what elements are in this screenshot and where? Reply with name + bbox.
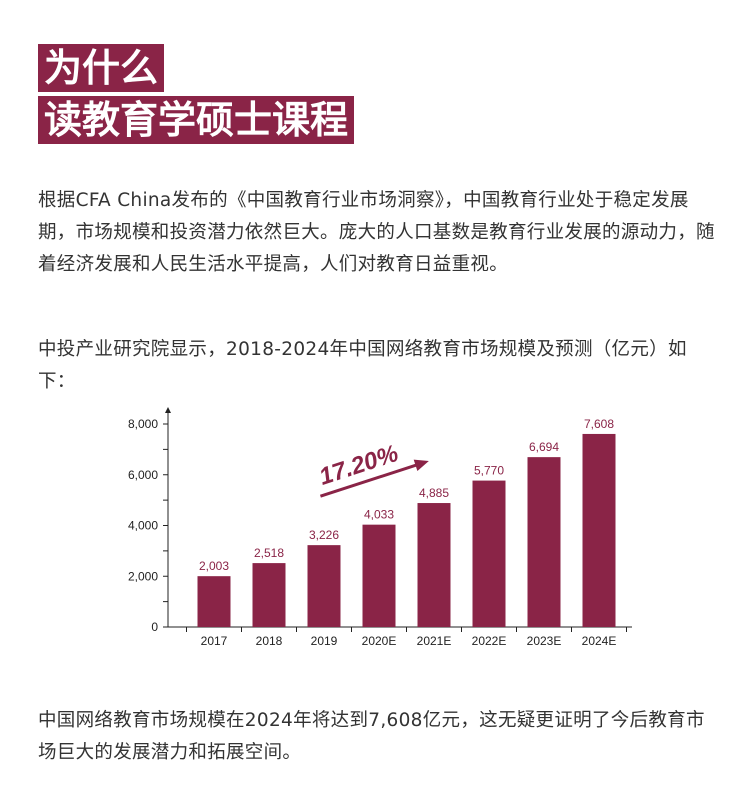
data-label-2020E: 4,033 [364,508,394,522]
y-tick-label: 2,000 [128,569,158,583]
intro-paragraph: 根据CFA China发布的《中国教育行业市场洞察》，中国教育行业处于稳定发展期… [38,190,715,275]
x-tick-label-2022E: 2022E [472,634,507,648]
x-tick-label-2018: 2018 [256,634,283,648]
bar-2021E [417,503,451,627]
chart-axes: 0 2,000 4,000 6,000 8,000 [128,407,632,634]
x-tick-label-2024E: 2024E [582,634,617,648]
bar-2018 [252,563,286,627]
bar-2024E [582,433,616,627]
data-label-2021E: 4,885 [419,486,449,500]
growth-arrow-line [319,463,418,498]
y-axis-arrow [165,407,171,413]
x-tick-label-2017: 2017 [201,634,228,648]
y-tick-label: 8,000 [128,417,158,431]
y-tick-label: 0 [151,620,158,634]
data-label-2024E: 7,608 [584,417,614,431]
data-label-2018: 2,518 [254,546,284,560]
chart-bars: 2,003 2017 2,518 2018 3,226 2019 4,033 2020E 4,8… [197,417,617,648]
growth-arrow-head [413,459,429,472]
growth-group: 17.20% [316,440,429,498]
bar-2019 [307,545,341,627]
title-line-2: 读教育学硕士课程 [38,96,355,144]
data-label-2019: 3,226 [309,528,339,542]
y-tick-label: 4,000 [128,519,158,533]
bar-2022E [472,480,506,627]
x-tick-label-2020E: 2020E [362,634,397,648]
data-label-2023E: 6,694 [529,440,559,454]
y-tick-label: 6,000 [128,468,158,482]
x-tick-label-2023E: 2023E [527,634,562,648]
x-tick-label-2021E: 2021E [417,634,452,648]
bar-2020E [362,524,396,627]
market-size-chart: 0 2,000 4,000 6,000 8,000 2,003 2017 2,518 2018… [128,407,632,648]
x-tick-label-2019: 2019 [311,634,338,648]
title-line-1: 为什么 [38,44,165,92]
growth-annotation: 17.20% [316,440,429,498]
data-label-2022E: 5,770 [474,464,504,478]
conclusion-paragraph: 中国网络教育市场规模在2024年将达到7,608亿元，这无疑更证明了今后教育市场… [38,710,705,763]
bar-2023E [527,457,561,627]
chart-lead-paragraph: 中投产业研究院显示，2018-2024年中国网络教育市场规模及预测（亿元）如下： [38,339,687,392]
bar-2017 [197,576,231,627]
data-label-2017: 2,003 [199,559,229,573]
